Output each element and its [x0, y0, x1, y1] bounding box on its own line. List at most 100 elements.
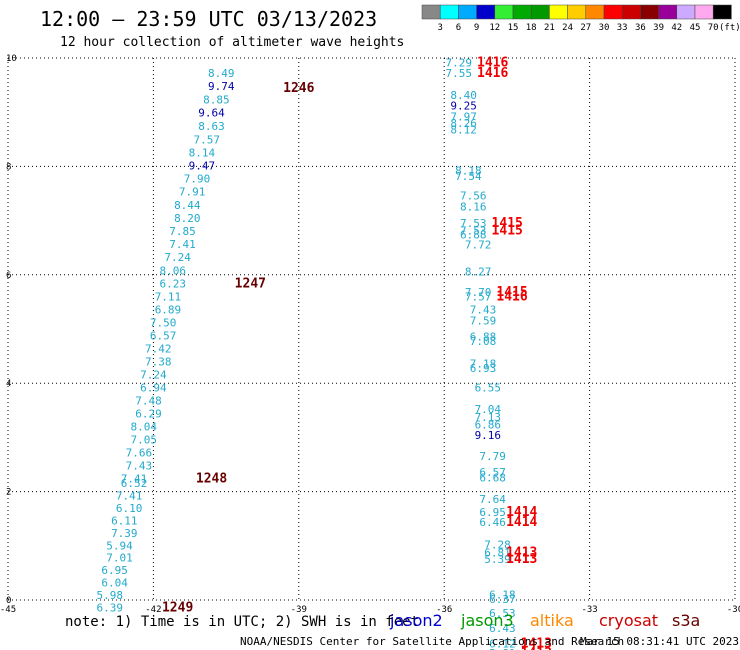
y-tick-label: 6 [6, 271, 11, 281]
pass-time-label: 1413 [506, 552, 537, 567]
swh-label: 6.55 [475, 382, 502, 395]
swh-label: 7.56 [460, 190, 487, 203]
swh-label: 9.64 [198, 107, 225, 120]
colorbar-swatch [621, 4, 641, 20]
pass-time-label: 1414 [506, 505, 537, 520]
satellite-legend: jason2 jason3 altika cryosat s3a [389, 611, 700, 630]
swh-label: 7.39 [111, 527, 138, 540]
colorbar-swatch [676, 4, 696, 20]
pass-time-label: 1413 [521, 646, 552, 650]
colorbar-swatch [694, 4, 714, 20]
swh-label: 6.57 [150, 330, 177, 343]
colorbar-label: 70 [708, 23, 719, 33]
colorbar-label: 9 [474, 23, 479, 33]
swh-label: 8.26 [450, 117, 477, 130]
colorbar-swatch [439, 4, 459, 20]
swh-label: 7.01 [106, 552, 133, 565]
swh-label: 8.20 [174, 212, 201, 225]
swh-label: 7.24 [140, 369, 167, 382]
pass-time-label: 1416 [496, 289, 527, 304]
pass-time-label: 1249 [162, 601, 193, 616]
satellite-legend-jason3: jason3 [460, 611, 514, 630]
x-tick-label: -39 [291, 605, 307, 615]
colorbar-swatch [567, 4, 587, 20]
y-tick-label: 2 [6, 488, 11, 498]
swh-label: 7.43 [126, 460, 153, 473]
swh-label: 8.44 [174, 199, 201, 212]
swh-label: 7.04 [475, 403, 502, 416]
colorbar-legend: 3 6 9 12 15 18 21 24 27 30 33 36 39 42 45 70 (ft) [421, 4, 740, 33]
swh-label: 6.46 [479, 516, 506, 529]
swh-label: 6.04 [101, 577, 128, 590]
swh-label: 7.29 [445, 56, 472, 69]
pass-time-label: 1415 [492, 216, 523, 231]
colorbar-swatch [603, 4, 623, 20]
swh-label: 6.18 [489, 589, 516, 602]
swh-label: 8.18 [455, 165, 482, 178]
swh-label: 6.29 [135, 408, 162, 421]
colorbar-swatch [458, 4, 477, 20]
swh-label: 8.04 [130, 421, 157, 434]
y-tick-label: 4 [6, 379, 11, 389]
colorbar-swatch [476, 4, 496, 20]
swh-label: 8.85 [203, 94, 230, 107]
swh-label: 5.39 [484, 553, 511, 566]
footer-credit: NOAA/NESDIS Center for Satellite Applica… [240, 635, 624, 648]
wave-height-labels: 8.499.748.859.648.637.578.149.477.907.91… [97, 56, 516, 650]
pass-time-label: 1416 [477, 55, 508, 70]
colorbar-swatch [549, 4, 568, 20]
swh-label: 5.98 [97, 589, 124, 602]
colorbar-label: 6 [456, 23, 461, 33]
swh-label: 6.12 [489, 637, 516, 650]
colorbar-label: 15 [508, 23, 519, 33]
colorbar-swatch [494, 4, 514, 20]
colorbar-swatch [585, 4, 605, 20]
swh-label: 7.28 [484, 539, 511, 552]
colorbar-label: 21 [544, 23, 555, 33]
swh-label: 6.57 [479, 466, 506, 479]
swh-label: 6.39 [97, 602, 124, 615]
swh-label: 6.37 [489, 593, 516, 606]
swh-label: 7.53 [460, 217, 487, 230]
swh-label: 7.43 [470, 303, 497, 316]
swh-label: 7.48 [135, 395, 162, 408]
swh-label: 7.53 [460, 224, 487, 237]
swh-label: 8.06 [160, 264, 187, 277]
swh-label: 7.91 [179, 185, 206, 198]
swh-label: 8.14 [189, 146, 216, 159]
swh-label: 7.42 [145, 343, 172, 356]
y-tick-label: 8 [6, 162, 11, 172]
colorbar-label: 39 [653, 23, 664, 33]
swh-label: 8.49 [208, 67, 235, 80]
swh-label: 8.27 [465, 266, 492, 279]
swh-label: 8.40 [450, 89, 477, 102]
x-tick-label: -36 [436, 605, 452, 615]
pass-time-label: 1248 [196, 472, 227, 487]
swh-label: 7.08 [470, 335, 497, 348]
footer-timestamp: Mar 15 08:31:41 UTC 2023 [580, 635, 739, 648]
colorbar-label: 30 [599, 23, 610, 33]
swh-label: 9.47 [189, 159, 216, 172]
swh-label: 6.88 [460, 229, 487, 242]
swh-label: 7.72 [465, 238, 492, 251]
pass-time-label: 1415 [492, 223, 523, 238]
swh-label: 7.97 [450, 111, 477, 124]
x-tick-label: -42 [145, 605, 161, 615]
x-tick-label: -45 [0, 605, 16, 615]
pass-time-label: 1416 [477, 66, 508, 81]
colorbar-swatch [658, 4, 678, 20]
swh-label: 6.53 [489, 607, 516, 620]
swh-label: 6.68 [479, 472, 506, 485]
swh-label: 7.41 [169, 238, 196, 251]
swh-label: 7.64 [479, 493, 506, 506]
swh-label: 7.05 [130, 434, 157, 447]
x-tick-label: -33 [581, 605, 597, 615]
swh-label: 7.57 [465, 290, 492, 303]
colorbar-unit: (ft) [719, 23, 740, 33]
swh-label: 6.43 [489, 622, 516, 635]
colorbar-label: 27 [580, 23, 591, 33]
swh-label: 7.79 [479, 450, 506, 463]
swh-label: 7.41 [116, 489, 143, 502]
colorbar-swatch [640, 4, 659, 20]
